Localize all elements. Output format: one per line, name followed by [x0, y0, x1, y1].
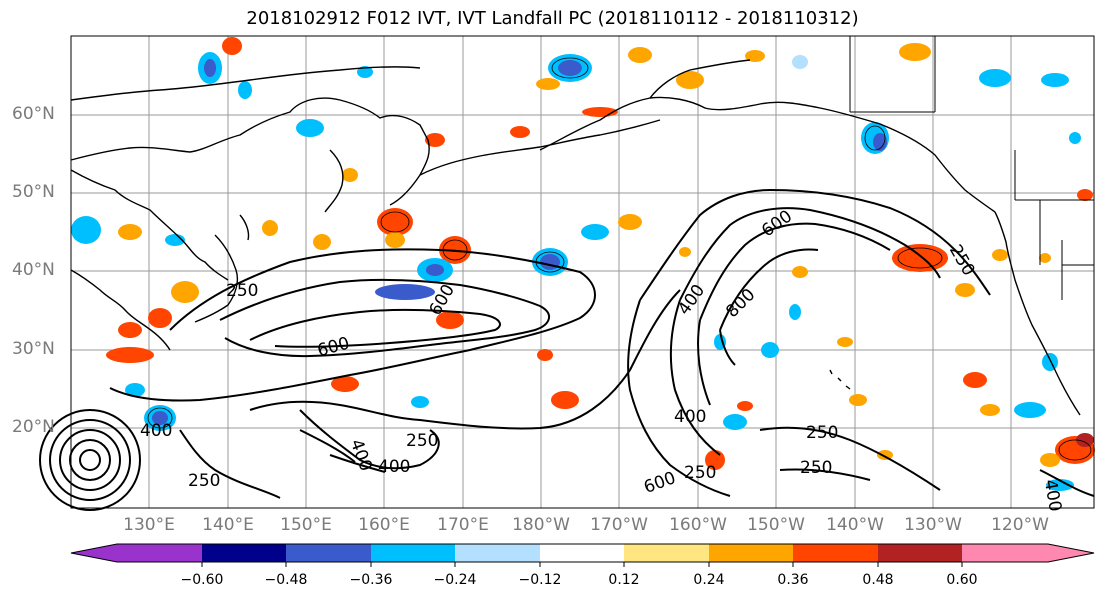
- lon-label-160w: 160°W: [669, 515, 727, 535]
- coastlines: [70, 59, 1081, 416]
- colorbar-swatch: [371, 544, 455, 562]
- colorbar-tick-label: −0.60: [180, 572, 224, 588]
- lon-label-150e: 150°E: [280, 515, 332, 535]
- pc-contours: [147, 57, 1092, 461]
- lon-label-180w: 180°W: [512, 515, 570, 535]
- colorbar-swatch: [202, 544, 286, 562]
- colorbar-swatch: [878, 544, 962, 562]
- colorbar: [70, 543, 1095, 567]
- lon-label-160e: 160°E: [358, 515, 410, 535]
- colorbar-outline: [70, 543, 1095, 563]
- lat-label-20n: 20°N: [12, 417, 55, 437]
- contour-label: 250: [188, 471, 220, 491]
- borders: [849, 36, 1094, 300]
- contour-label: 250: [800, 458, 832, 478]
- colorbar-tick-label: −0.36: [349, 572, 393, 588]
- lat-label-50n: 50°N: [12, 182, 55, 202]
- lon-label-150w: 150°W: [747, 515, 805, 535]
- contour-label: 400: [140, 421, 172, 441]
- contour-label: 250: [406, 431, 438, 451]
- colorbar-swatch: [793, 544, 878, 562]
- lon-label-130e: 130°E: [123, 515, 175, 535]
- pc-shading: [71, 37, 1095, 491]
- lon-label-140e: 140°E: [202, 515, 254, 535]
- colorbar-tick-label: −0.24: [433, 572, 477, 588]
- colorbar-tick-label: −0.48: [264, 572, 308, 588]
- colorbar-swatch: [540, 544, 624, 562]
- colorbar-tick-label: 0.60: [946, 572, 978, 588]
- colorbar-swatch: [709, 544, 793, 562]
- ivt-contours: [39, 188, 1095, 511]
- lat-label-60n: 60°N: [12, 104, 55, 124]
- contour-label: 400: [378, 457, 410, 477]
- colorbar-tick-label: 0.24: [693, 572, 725, 588]
- lon-label-170w: 170°W: [590, 515, 648, 535]
- colorbar-swatch: [455, 544, 540, 562]
- contour-label: 400: [674, 407, 706, 427]
- map-frame: [70, 35, 1095, 509]
- lon-label-130w: 130°W: [904, 515, 962, 535]
- map-title: 2018102912 F012 IVT, IVT Landfall PC (20…: [246, 8, 859, 29]
- colorbar-swatch: [71, 544, 202, 562]
- map-background: [71, 36, 1094, 508]
- lon-label-170e: 170°E: [437, 515, 489, 535]
- contour-label: 250: [226, 281, 258, 301]
- colorbar-tick-label: 0.48: [862, 572, 894, 588]
- colorbar-swatch: [286, 544, 371, 562]
- lat-label-30n: 30°N: [12, 339, 55, 359]
- colorbar-tick-label: −0.12: [518, 572, 562, 588]
- colorbar-tick-label: 0.36: [777, 572, 809, 588]
- colorbar-swatch: [624, 544, 709, 562]
- lon-label-140w: 140°W: [826, 515, 884, 535]
- colorbar-swatch: [962, 544, 1094, 562]
- contour-label: 250: [684, 463, 716, 483]
- lon-label-120w: 120°W: [991, 515, 1049, 535]
- contour-label: 250: [806, 423, 838, 443]
- lat-label-40n: 40°N: [12, 260, 55, 280]
- colorbar-tick-label: 0.12: [608, 572, 640, 588]
